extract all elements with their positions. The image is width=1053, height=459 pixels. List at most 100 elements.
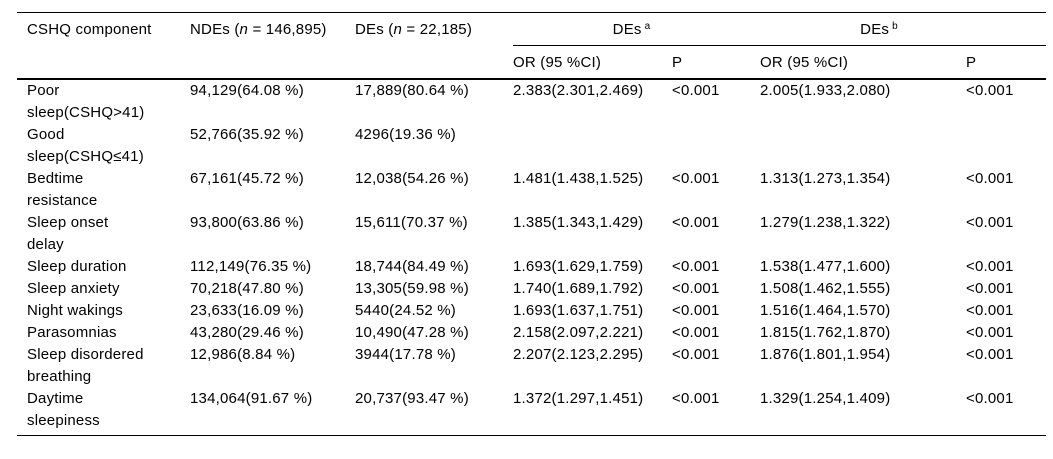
col-header-or-ci-a: OR (95 %CI) bbox=[513, 54, 602, 71]
col-header-ndes: NDEs (n = 146,895) bbox=[190, 13, 355, 79]
cell-component: Good sleep(CSHQ≤41) bbox=[27, 125, 144, 165]
cell-p-a: <0.001 bbox=[672, 81, 720, 99]
table-row-bedtime-resistance: Bedtime resistance 67,161(45.72 %) 12,03… bbox=[17, 168, 1046, 212]
header-row-top: CSHQ component NDEs (n = 146,895) DEs (n… bbox=[17, 12, 1047, 46]
table-row-sleep-anxiety: Sleep anxiety 70,218(47.80 %) 13,305(59.… bbox=[17, 278, 1046, 300]
cell-p-b: <0.001 bbox=[966, 345, 1014, 363]
cell-or-a: 1.385(1.343,1.429) bbox=[513, 213, 644, 231]
cell-ndes: 12,986(8.84 %) bbox=[190, 345, 296, 363]
cell-or-b: 1.329(1.254,1.409) bbox=[760, 389, 891, 407]
table-row-sleep-onset-delay: Sleep onset delay 93,800(63.86 %) 15,611… bbox=[17, 212, 1046, 256]
table-row-sleep-disordered-breathing: Sleep disordered breathing 12,986(8.84 %… bbox=[17, 344, 1046, 388]
cell-p-a: <0.001 bbox=[672, 323, 720, 341]
cell-component: Bedtime resistance bbox=[27, 169, 98, 209]
cell-or-a: 1.481(1.438,1.525) bbox=[513, 169, 644, 187]
cell-p-b: <0.001 bbox=[966, 389, 1014, 407]
cell-p-a: <0.001 bbox=[672, 301, 720, 319]
cell-or-a: 1.693(1.629,1.759) bbox=[513, 257, 644, 275]
cell-p-a: <0.001 bbox=[672, 213, 720, 231]
cell-des: 4296(19.36 %) bbox=[355, 125, 457, 143]
cell-p-a: <0.001 bbox=[672, 279, 720, 297]
cell-ndes: 23,633(16.09 %) bbox=[190, 301, 304, 319]
cell-p-a: <0.001 bbox=[672, 257, 720, 275]
col-header-p-a: P bbox=[672, 54, 683, 71]
cell-des: 18,744(84.49 %) bbox=[355, 257, 469, 275]
cell-ndes: 94,129(64.08 %) bbox=[190, 81, 304, 99]
des-n-italic: n bbox=[393, 21, 403, 38]
cell-or-b bbox=[760, 124, 966, 168]
cell-or-b: 1.279(1.238,1.322) bbox=[760, 213, 891, 231]
table-row-good-sleep: Good sleep(CSHQ≤41) 52,766(35.92 %) 4296… bbox=[17, 124, 1046, 168]
table-header: CSHQ component NDEs (n = 146,895) DEs (n… bbox=[17, 12, 1047, 79]
cell-ndes: 112,149(76.35 %) bbox=[190, 257, 312, 275]
cell-des: 10,490(47.28 %) bbox=[355, 323, 469, 341]
col-header-p-b: P bbox=[966, 54, 977, 71]
cell-ndes: 67,161(45.72 %) bbox=[190, 169, 304, 187]
cell-ndes: 70,218(47.80 %) bbox=[190, 279, 304, 297]
cell-component: Daytime sleepiness bbox=[27, 389, 100, 429]
cell-component: Sleep duration bbox=[27, 257, 127, 275]
cell-p-a: <0.001 bbox=[672, 389, 720, 407]
header-row-sub: OR (95 %CI) P OR (95 %CI) P bbox=[17, 46, 1046, 79]
cell-p-b: <0.001 bbox=[966, 257, 1014, 275]
col-header-or-ci-b: OR (95 %CI) bbox=[760, 54, 849, 71]
table-row-sleep-duration: Sleep duration 112,149(76.35 %) 18,744(8… bbox=[17, 256, 1046, 278]
col-header-des: DEs (n = 22,185) bbox=[355, 13, 513, 79]
cell-p-b: <0.001 bbox=[966, 169, 1014, 187]
group-a-label: DEs bbox=[612, 21, 642, 38]
cell-component: Sleep anxiety bbox=[27, 279, 120, 297]
cell-p-b: <0.001 bbox=[966, 213, 1014, 231]
cell-p-b: <0.001 bbox=[966, 301, 1014, 319]
cell-des: 12,038(54.26 %) bbox=[355, 169, 469, 187]
cell-p-a bbox=[672, 124, 760, 168]
col-group-des-b: DEs b bbox=[760, 12, 1047, 46]
cell-or-a: 1.740(1.689,1.792) bbox=[513, 279, 644, 297]
ndes-label-suffix: = 146,895) bbox=[248, 21, 327, 38]
cell-component: Parasomnias bbox=[27, 323, 117, 341]
cell-des: 13,305(59.98 %) bbox=[355, 279, 469, 297]
cell-or-a: 2.158(2.097,2.221) bbox=[513, 323, 644, 341]
cell-des: 15,611(70.37 %) bbox=[355, 213, 468, 231]
des-label-suffix: = 22,185) bbox=[402, 21, 473, 38]
cell-or-b: 1.876(1.801,1.954) bbox=[760, 345, 891, 363]
table-row-parasomnias: Parasomnias 43,280(29.46 %) 10,490(47.28… bbox=[17, 322, 1046, 344]
group-b-superscript: b bbox=[892, 21, 898, 32]
cell-component: Sleep disordered breathing bbox=[27, 345, 144, 385]
cell-ndes: 93,800(63.86 %) bbox=[190, 213, 304, 231]
cell-component: Poor sleep(CSHQ>41) bbox=[27, 81, 145, 121]
cell-or-a: 2.207(2.123,2.295) bbox=[513, 345, 644, 363]
table-row-poor-sleep: Poor sleep(CSHQ>41) 94,129(64.08 %) 17,8… bbox=[17, 79, 1046, 124]
cell-p-b: <0.001 bbox=[966, 323, 1014, 341]
ndes-label-prefix: NDEs ( bbox=[190, 21, 240, 38]
ndes-n-italic: n bbox=[239, 21, 249, 38]
cell-or-a: 1.693(1.637,1.751) bbox=[513, 301, 644, 319]
table-row-daytime-sleepiness: Daytime sleepiness 134,064(91.67 %) 20,7… bbox=[17, 388, 1046, 436]
cell-ndes: 52,766(35.92 %) bbox=[190, 125, 304, 143]
cell-or-b: 1.508(1.462,1.555) bbox=[760, 279, 891, 297]
col-group-des-a: DEs a bbox=[513, 12, 761, 46]
col-header-cshq-component: CSHQ component bbox=[27, 21, 152, 38]
cell-component: Night wakings bbox=[27, 301, 123, 319]
group-a-superscript: a bbox=[644, 21, 651, 32]
paper-table-page: CSHQ component NDEs (n = 146,895) DEs (n… bbox=[17, 12, 1047, 436]
cell-or-b: 1.516(1.464,1.570) bbox=[760, 301, 891, 319]
cell-or-b: 1.815(1.762,1.870) bbox=[760, 323, 891, 341]
cell-ndes: 134,064(91.67 %) bbox=[190, 389, 313, 407]
cell-or-a: 1.372(1.297,1.451) bbox=[513, 389, 644, 407]
cell-or-b: 2.005(1.933,2.080) bbox=[760, 81, 891, 99]
cell-p-b: <0.001 bbox=[966, 279, 1014, 297]
cell-or-b: 1.313(1.273,1.354) bbox=[760, 169, 891, 187]
cell-ndes: 43,280(29.46 %) bbox=[190, 323, 304, 341]
cell-des: 5440(24.52 %) bbox=[355, 301, 457, 319]
cell-des: 3944(17.78 %) bbox=[355, 345, 457, 363]
cell-component: Sleep onset delay bbox=[27, 213, 109, 253]
cell-or-a bbox=[513, 124, 672, 168]
cshq-odds-ratio-table: CSHQ component NDEs (n = 146,895) DEs (n… bbox=[17, 12, 1047, 436]
cell-p-a: <0.001 bbox=[672, 345, 720, 363]
table-row-night-wakings: Night wakings 23,633(16.09 %) 5440(24.52… bbox=[17, 300, 1046, 322]
cell-p-a: <0.001 bbox=[672, 169, 720, 187]
des-label-prefix: DEs ( bbox=[355, 21, 394, 38]
cell-p-b bbox=[966, 124, 1046, 168]
group-b-label: DEs bbox=[860, 21, 890, 38]
cell-des: 17,889(80.64 %) bbox=[355, 81, 469, 99]
